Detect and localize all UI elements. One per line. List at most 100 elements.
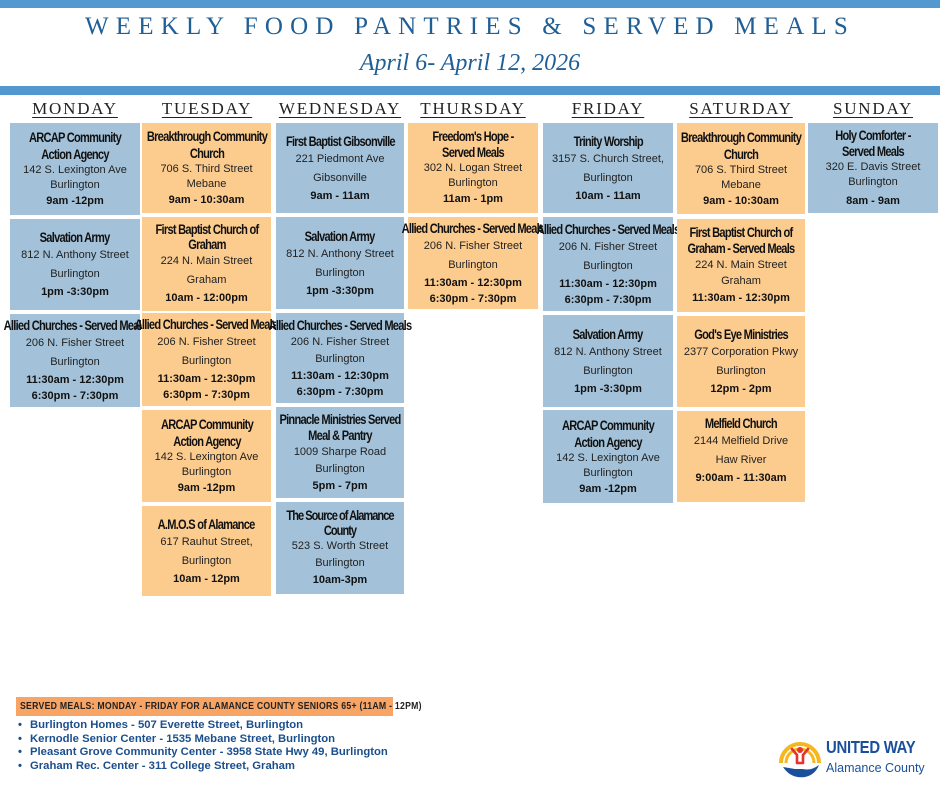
pantry-address: 142 S. Lexington Ave [556, 451, 660, 464]
pantry-time: 9am -12pm [46, 195, 104, 207]
pantry-address: 812 N. Anthony Street [21, 249, 129, 261]
pantry-name: Salvation Army [40, 230, 111, 245]
pantry-time: 5pm - 7pm [312, 479, 368, 492]
pantry-card: First Baptist Church of Graham 224 N. Ma… [142, 217, 271, 311]
pantry-city: Burlington [448, 177, 498, 189]
pantry-name: Trinity Worship [573, 133, 643, 149]
header-divider-bar [0, 86, 940, 95]
pantry-time: 1pm -3:30pm [574, 382, 642, 395]
pantry-address: 142 S. Lexington Ave [154, 451, 259, 463]
pantry-name: Allied Churches - Served Meals [268, 317, 412, 333]
pantry-city: Burlington [181, 554, 232, 567]
pantry-city: Mebane [721, 178, 761, 191]
pantry-name: Melfield Church [705, 416, 778, 431]
pantry-time: 10am - 12:00pm [165, 292, 248, 304]
pantry-card: ARCAP Community Action Agency 142 S. Lex… [543, 410, 673, 503]
day-header-friday: FRIDAY [571, 99, 645, 118]
pantry-time: 10am - 11am [575, 189, 641, 202]
pantry-address: 523 S. Worth Street [291, 540, 389, 552]
pantry-address: 206 N. Fisher Street [25, 337, 125, 349]
pantry-card: First Baptist Church of Graham - Served … [677, 219, 805, 312]
pantry-card: Salvation Army 812 N. Anthony Street Bur… [543, 315, 673, 407]
pantry-address: 206 N. Fisher Street [558, 240, 658, 253]
pantry-city: Haw River [715, 454, 767, 466]
pantry-time: 10am-3pm [312, 574, 368, 586]
pantry-city: Burlington [50, 356, 100, 368]
pantry-address: 617 Rauhut Street, [160, 535, 253, 548]
day-header-saturday: SATURDAY [689, 99, 793, 118]
pantry-city: Burlington [50, 179, 100, 191]
pantry-time: 9am - 10:30am [168, 194, 245, 206]
pantry-time: 11:30am - 12:30pm [559, 277, 657, 290]
page-title: WEEKLY FOOD PANTRIES & SERVED MEALS [85, 13, 855, 40]
served-meals-location: Pleasant Grove Community Center - 3958 S… [18, 746, 388, 760]
pantry-address: 224 N. Main Street [160, 255, 253, 267]
pantry-time: 6:30pm - 7:30pm [296, 385, 384, 398]
pantry-card: Allied Churches - Served Meals 206 N. Fi… [135, 313, 279, 406]
pantry-name: ARCAP Community Action Agency [561, 417, 655, 450]
pantry-name: First Baptist Church of Graham - Served … [687, 225, 796, 256]
served-meals-location: Kernodle Senior Center - 1535 Mebane Str… [18, 733, 388, 747]
pantry-time: 6:30pm - 7:30pm [163, 389, 250, 401]
pantry-city: Burlington [315, 462, 365, 475]
pantry-city: Burlington [181, 466, 232, 478]
pantry-city: Burlington [583, 259, 633, 272]
pantry-city: Burlington [181, 355, 232, 367]
pantry-time: 9:00am - 11:30am [695, 472, 787, 484]
pantry-name: Pinnacle Ministries Served Meal & Pantry [279, 411, 401, 443]
pantry-card: Salvation Army 812 N. Anthony Street Bur… [10, 219, 140, 310]
pantry-card: Freedom's Hope - Served Meals 302 N. Log… [408, 123, 538, 213]
logo-org-name: UNITED WAY [826, 737, 916, 757]
pantry-address: 706 S. Third Street [694, 163, 788, 176]
pantry-name: The Source of Alamance County [286, 508, 394, 538]
pantry-address: 142 S. Lexington Ave [23, 164, 127, 176]
top-accent-bar [0, 0, 940, 8]
pantry-address: 812 N. Anthony Street [286, 247, 394, 260]
pantry-city: Burlington [448, 258, 498, 271]
pantry-city: Burlington [315, 557, 365, 569]
pantry-time: 11:30am - 12:30pm [692, 292, 790, 304]
united-way-logo: UNITED WAY Alamance County [777, 733, 937, 783]
pantry-name: Allied Churches - Served Meals [536, 221, 680, 237]
pantry-name: ARCAP Community Action Agency [28, 130, 122, 162]
pantry-card: Melfield Church 2144 Melfield Drive Haw … [677, 411, 805, 502]
pantry-city: Burlington [848, 175, 898, 188]
pantry-city: Burlington [583, 364, 633, 377]
pantry-city: Burlington [716, 365, 766, 377]
pantry-card: Allied Churches - Served Meals 206 N. Fi… [402, 217, 545, 309]
day-header-sunday: SUNDAY [832, 99, 914, 118]
pantry-card: Holy Comforter - Served Meals 320 E. Dav… [808, 123, 938, 213]
day-header-wednesday: WEDNESDAY [278, 99, 402, 118]
pantry-time: 12pm - 2pm [710, 383, 772, 395]
pantry-time: 11:30am - 12:30pm [424, 276, 522, 289]
pantry-city: Graham [186, 274, 227, 286]
pantry-card: A.M.O.S of Alamance 617 Rauhut Street, B… [142, 506, 271, 596]
pantry-city: Burlington [583, 171, 633, 184]
pantry-card: Trinity Worship 3157 S. Church Street, B… [543, 123, 673, 213]
pantry-address: 1009 Sharpe Road [293, 445, 387, 458]
pantry-address: 302 N. Logan Street [423, 162, 523, 174]
pantry-time: 11am - 1pm [443, 193, 503, 205]
pantry-time: 9am - 10:30am [703, 194, 779, 207]
pantry-time: 10am - 12pm [173, 572, 240, 585]
pantry-name: Allied Churches - Served Meals [135, 317, 278, 332]
pantry-card: Pinnacle Ministries Served Meal & Pantry… [276, 407, 404, 498]
pantry-name: Breakthrough Community Church [680, 129, 802, 162]
pantry-card: The Source of Alamance County 523 S. Wor… [276, 502, 404, 594]
pantry-address: 2377 Corporation Pkwy [683, 346, 799, 358]
pantry-name: Salvation Army [305, 228, 376, 244]
pantry-address: 2144 Melfield Drive [693, 435, 789, 447]
pantry-card: Allied Churches - Served Meals 206 N. Fi… [4, 314, 147, 407]
served-meals-heading: SERVED MEALS: MONDAY - FRIDAY FOR ALAMAN… [16, 697, 422, 716]
pantry-address: 206 N. Fisher Street [290, 335, 390, 348]
pantry-address: 320 E. Davis Street [825, 160, 921, 173]
pantry-card: God's Eye Ministries 2377 Corporation Pk… [677, 316, 805, 407]
pantry-time: 6:30pm - 7:30pm [564, 293, 652, 306]
pantry-name: First Baptist Gibsonville [285, 133, 396, 149]
pantry-name: First Baptist Church of Graham [155, 222, 259, 252]
pantry-time: 11:30am - 12:30pm [26, 374, 124, 386]
pantry-city: Graham [721, 275, 761, 287]
pantry-time: 11:30am - 12:30pm [291, 369, 389, 382]
pantry-card: Salvation Army 812 N. Anthony Street Bur… [276, 217, 404, 309]
pantry-city: Burlington [315, 352, 365, 365]
